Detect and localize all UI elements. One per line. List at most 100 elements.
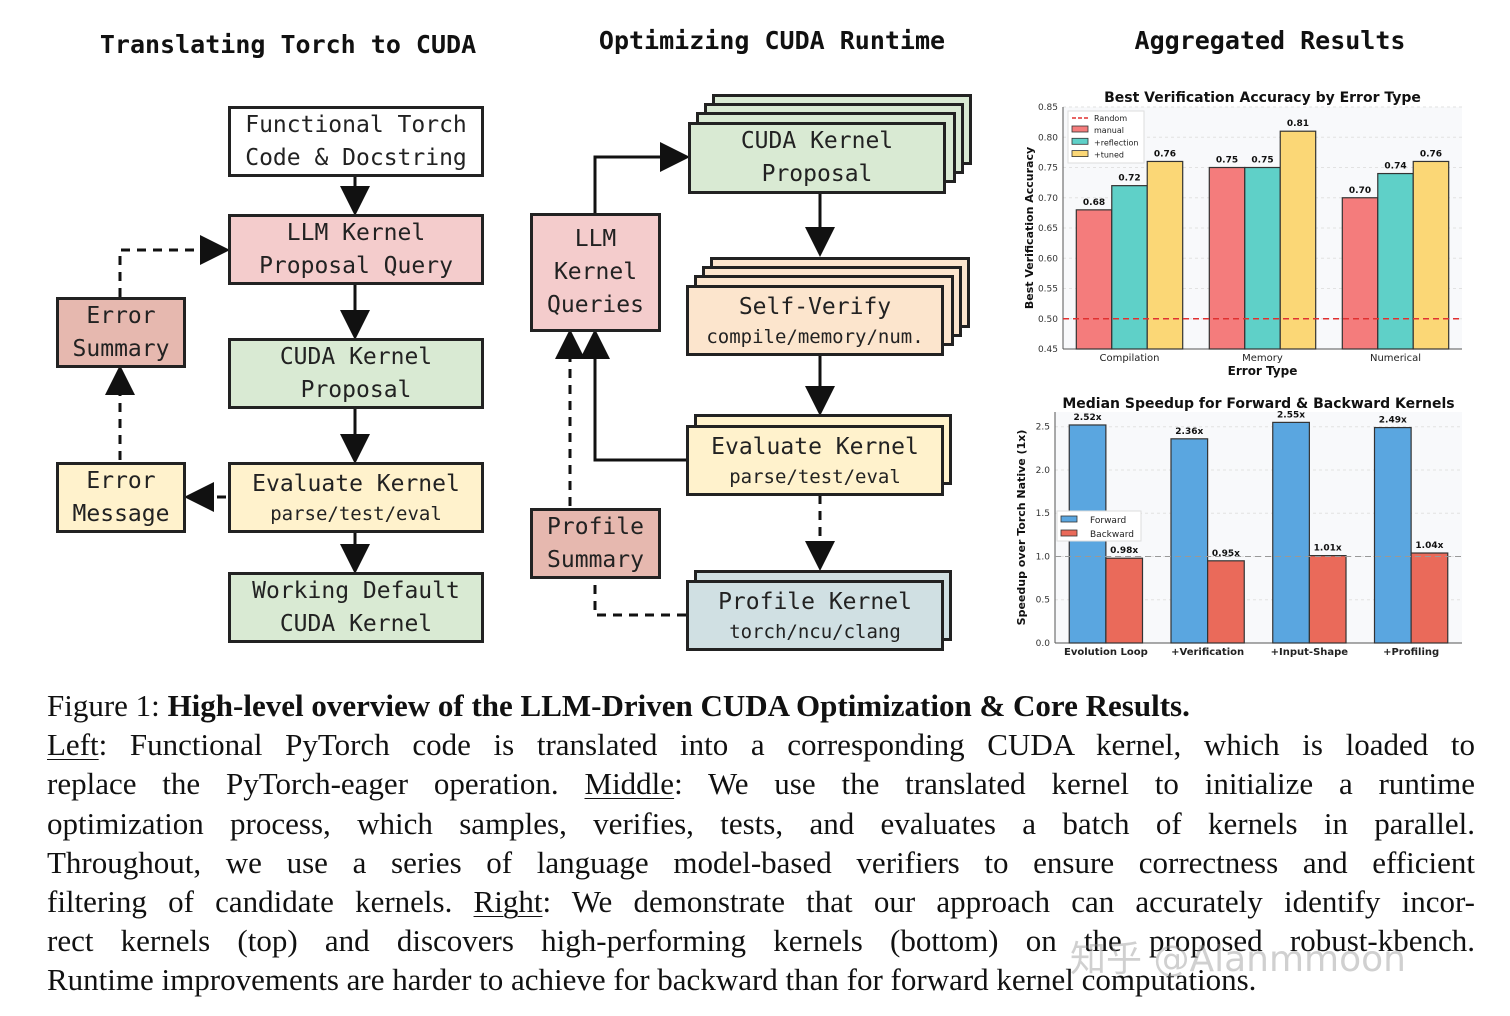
y-tick-label: 0.50 [1038, 315, 1058, 325]
bar-backward [1105, 557, 1144, 644]
arrow [593, 142, 690, 213]
caption-text: : We use the translated kernel to initia… [674, 766, 1475, 802]
y-tick-label: 0.80 [1038, 133, 1058, 143]
title-middle: Optimizing CUDA Runtime [598, 26, 946, 55]
box-label: Summary [547, 546, 644, 573]
box-label: Working Default [252, 577, 460, 604]
box-label: Proposal [761, 161, 873, 187]
caption-line: Throughout, we use a series of language … [47, 843, 1475, 882]
box-sublabel: parse/test/eval [729, 466, 901, 488]
box-label: Code & Docstring [245, 144, 467, 171]
data-label: 0.68 [1083, 198, 1105, 208]
data-label: 0.75 [1216, 156, 1238, 166]
y-tick-label: 0.5 [1036, 596, 1050, 606]
data-label: 1.04x [1415, 541, 1443, 551]
figure-label: Figure 1: [47, 688, 168, 723]
caption-text: filtering of candidate kernels. [47, 884, 474, 920]
y-tick-label: 0.45 [1038, 345, 1058, 355]
box-label: Profile Kernel [718, 589, 912, 615]
box-label: Self-Verify [738, 294, 892, 320]
data-label: 0.76 [1420, 149, 1442, 159]
box-label: Evaluate Kernel [252, 471, 460, 497]
llm-kernel-proposal-query-box: LLM Kernel Proposal Query [228, 214, 484, 285]
caption-line: Left: Functional PyTorch code is transla… [47, 725, 1475, 764]
y-tick-label: 2.0 [1036, 466, 1051, 476]
x-tick-label: Numerical [1370, 353, 1421, 364]
self-verify-stack: Self-Verify compile/memory/num. [686, 285, 944, 356]
caption-text: rect kernels (top) and discovers high-pe… [47, 923, 1475, 959]
bar-reflection [1377, 172, 1414, 350]
y-tick-label: 1.5 [1036, 509, 1050, 519]
error-summary-box: Error Summary [56, 297, 186, 368]
x-tick-label: +Verification [1171, 647, 1244, 658]
box-label: Kernel [553, 259, 638, 285]
legend-label: manual [1094, 126, 1124, 135]
caption-text: replace the PyTorch-eager operation. [47, 766, 585, 802]
watermark: 知乎 @Alanmmoon [1070, 939, 1406, 980]
legend-label: +tuned [1094, 151, 1124, 160]
caption-text: : Functional PyTorch code is translated … [98, 727, 1475, 763]
bar-forward [1272, 421, 1310, 644]
box-label: Functional Torch [245, 111, 467, 138]
y-tick-label: 0.85 [1038, 103, 1058, 113]
box-sublabel: parse/test/eval [270, 503, 442, 525]
x-axis-label: Error Type [1228, 364, 1298, 378]
left-label: Left [47, 727, 99, 763]
box-label: Error [86, 302, 156, 329]
box-label: Evaluate Kernel [711, 434, 919, 460]
bar-manual [1341, 197, 1379, 350]
data-label: 2.52x [1074, 413, 1102, 423]
middle-label: Middle [584, 766, 675, 802]
box-label: CUDA Kernel [740, 128, 894, 154]
bar-tuned [1279, 130, 1317, 350]
box-label: Summary [72, 335, 170, 362]
y-axis-label: Speedup over Torch Native (1x) [1015, 430, 1028, 626]
bar-backward [1308, 555, 1347, 644]
bar-manual [1208, 166, 1246, 350]
right-label: Right [473, 884, 543, 920]
y-tick-label: 0.55 [1038, 285, 1058, 295]
box-label: Message [72, 500, 170, 527]
bar-tuned [1146, 160, 1184, 350]
box-label: Profile [547, 513, 644, 540]
box-sublabel: compile/memory/num. [706, 326, 924, 348]
caption-line: rect kernels (top) and discovers high-pe… [47, 921, 1475, 960]
data-label: 1.01x [1314, 544, 1342, 554]
caption-text: Runtime improvements are harder to achie… [47, 962, 1257, 998]
y-tick-label: 0.75 [1038, 164, 1058, 174]
dashed-arrow [118, 235, 230, 297]
bar-manual [1075, 209, 1113, 350]
box-label: Error [86, 467, 156, 494]
legend-swatch [1071, 150, 1089, 158]
results-charts: Best Verification Accuracy by Error Type… [1015, 90, 1462, 658]
data-label: 0.72 [1118, 174, 1140, 184]
y-tick-label: 0.65 [1038, 224, 1058, 234]
y-axis-label: Best Verification Accuracy [1023, 147, 1036, 309]
box-label: Queries [547, 292, 644, 318]
diagram-arrows [105, 142, 835, 617]
caption-line: replace the PyTorch-eager operation. Mid… [47, 764, 1475, 803]
working-default-kernel-box: Working Default CUDA Kernel [228, 572, 484, 643]
data-label: 0.95x [1212, 549, 1240, 559]
legend-swatch [1071, 137, 1089, 145]
profile-summary-box: Profile Summary [530, 508, 661, 579]
legend-swatch [1060, 529, 1078, 537]
cuda-kernel-proposal-box: CUDA Kernel Proposal [228, 338, 484, 409]
legend-label: Backward [1090, 530, 1134, 540]
cuda-kernel-proposal-stack: CUDA Kernel Proposal [688, 122, 946, 194]
caption-line: Figure 1: High-level overview of the LLM… [47, 686, 1475, 725]
box-label: Proposal Query [259, 252, 453, 279]
functional-torch-box: Functional Torch Code & Docstring [228, 106, 484, 177]
evaluate-kernel-box: Evaluate Kernel parse/test/eval [228, 462, 484, 533]
legend-swatch [1060, 515, 1078, 523]
x-tick-label: Compilation [1099, 353, 1159, 364]
caption-text: optimization process, which samples, ver… [47, 805, 1475, 841]
error-message-box: Error Message [56, 462, 186, 533]
evaluate-kernel-stack: Evaluate Kernel parse/test/eval [686, 425, 944, 496]
title-left: Translating Torch to CUDA [99, 30, 477, 59]
bar-forward [1373, 426, 1412, 644]
data-label: 0.98x [1110, 546, 1138, 556]
profile-kernel-stack: Profile Kernel torch/ncu/clang [686, 580, 944, 651]
caption-text: : We demonstrate that our approach can a… [542, 884, 1475, 920]
box-label: CUDA Kernel [279, 343, 433, 370]
